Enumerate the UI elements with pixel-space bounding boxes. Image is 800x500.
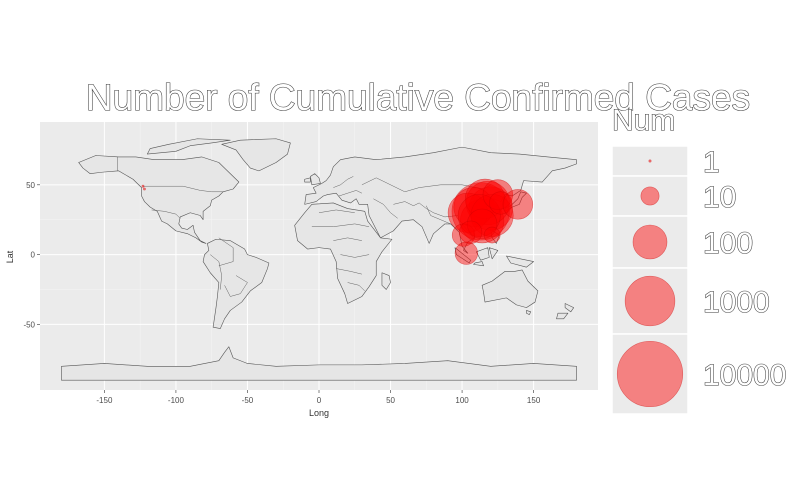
- australia-landmass: [482, 270, 538, 308]
- case-bubble: [482, 179, 514, 210]
- case-bubble: [459, 220, 483, 244]
- case-bubble: [454, 241, 478, 265]
- x-tick-label: 50: [386, 396, 395, 405]
- case-bubble: [466, 208, 498, 240]
- africa-landmass: [295, 203, 392, 304]
- legend-key-background: [611, 333, 689, 415]
- legend-key-bubble: [632, 224, 668, 260]
- x-tick-label: -100: [168, 396, 185, 405]
- x-axis-label: Long: [309, 408, 329, 418]
- legend-key-background: [611, 175, 689, 217]
- y-tick-label: 0: [31, 251, 36, 260]
- world-map: [61, 0, 576, 380]
- legend-key-bubble: [616, 340, 684, 408]
- case-bubble: [141, 184, 145, 188]
- legend-keys: 110 100 1000 10000: [611, 145, 787, 415]
- south-america-landmass: [203, 239, 269, 328]
- case-bubble: [483, 226, 501, 244]
- greenland-landmass: [222, 139, 291, 171]
- legend-title: Num: [612, 104, 675, 137]
- y-tick-label: 50: [26, 181, 35, 190]
- chart-title: Number of Cumulative Confirmed Cases: [86, 77, 750, 118]
- case-bubble: [502, 189, 534, 220]
- antarctica-landmass: [61, 0, 576, 380]
- legend-key-bubble: [648, 159, 652, 163]
- eurasia-landmass: [305, 147, 577, 253]
- legend-key-bubble: [640, 186, 660, 206]
- north-america-landmass: [79, 156, 239, 244]
- legend-key-label: 10000: [703, 359, 786, 392]
- southeast-asia-islands: [455, 229, 534, 267]
- y-axis-ticks: -50 0 50: [23, 181, 40, 329]
- arctic-islands: [147, 139, 230, 154]
- case-bubble: [143, 187, 146, 191]
- madagascar: [382, 273, 391, 290]
- x-tick-label: -150: [96, 396, 113, 405]
- x-tick-label: -50: [242, 396, 254, 405]
- british-isles: [305, 174, 321, 185]
- legend-key-label: 1000: [703, 286, 770, 319]
- legend-key-bubble: [624, 275, 676, 327]
- legend-key-label: 1: [703, 146, 720, 179]
- legend-key-background: [611, 267, 689, 335]
- tasmania: [526, 310, 530, 314]
- y-axis-label: Lat: [5, 250, 15, 263]
- y-tick-label: -50: [23, 320, 35, 329]
- legend: Num 110 100 1000 10000: [611, 103, 787, 415]
- legend-key-label: 100: [703, 227, 753, 260]
- x-tick-label: 0: [317, 396, 322, 405]
- legend-key-label: 10: [703, 181, 736, 214]
- x-tick-label: 150: [527, 396, 541, 405]
- new-zealand: [557, 303, 574, 318]
- case-bubbles: [141, 178, 534, 265]
- plot-panel: [40, 0, 598, 390]
- case-bubble: [447, 192, 488, 233]
- x-tick-label: 100: [455, 396, 469, 405]
- japan: [505, 192, 526, 212]
- case-bubble: [489, 191, 513, 215]
- x-axis-ticks: -150 -100 -50 0 50 100 150: [96, 390, 541, 405]
